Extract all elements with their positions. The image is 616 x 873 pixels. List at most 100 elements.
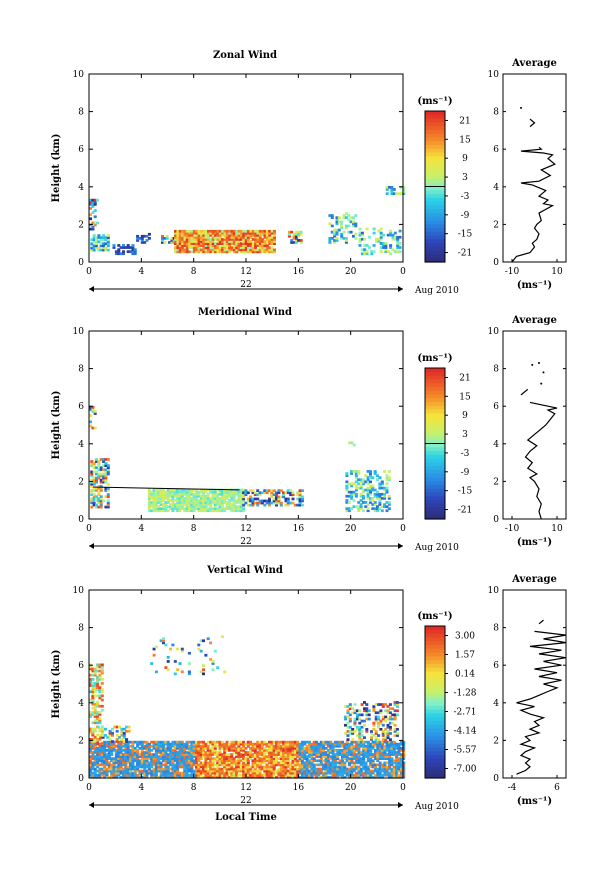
heatmap-cell (98, 755, 102, 758)
heatmap-cell (199, 507, 203, 510)
heatmap-cell (218, 753, 222, 756)
heatmap-cell (138, 771, 142, 775)
heatmap-cell (258, 231, 262, 235)
heatmap-cell (338, 749, 342, 752)
heatmap-cell (216, 236, 220, 239)
heatmap-cell (239, 494, 243, 498)
heatmap-cell (282, 749, 286, 752)
heatmap-cell (100, 761, 104, 765)
heatmap-cell (391, 707, 395, 710)
heatmap-cell (216, 503, 220, 506)
heatmap-cell (385, 478, 389, 482)
heatmap-cell (204, 753, 208, 756)
heatmap-cell (164, 765, 168, 769)
heatmap-cell (373, 492, 377, 496)
colorbar-swatch (425, 648, 445, 654)
heatmap-cell (166, 488, 170, 492)
avg-x-tick-label: 10 (551, 524, 563, 534)
heatmap-cell (335, 222, 339, 226)
heatmap-cell (100, 682, 104, 685)
heatmap-cell (181, 242, 185, 245)
heatmap-cell (225, 761, 229, 765)
heatmap-cell (176, 238, 180, 241)
heatmap-cell (387, 507, 391, 510)
heatmap-cell (328, 237, 332, 240)
heatmap-cell (373, 507, 377, 510)
heatmap-cell (300, 751, 304, 754)
heatmap-cell (329, 744, 333, 748)
heatmap-cell (363, 709, 366, 713)
heatmap-cell (381, 751, 384, 754)
heatmap-cell (106, 234, 110, 237)
heatmap-cell (342, 214, 346, 217)
heatmap-cell (397, 761, 401, 765)
heatmap-cell (322, 767, 326, 771)
heatmap-cell (333, 742, 337, 746)
heatmap-cell (357, 769, 361, 773)
heatmap-cell (251, 765, 255, 769)
heatmap-cell (350, 765, 354, 769)
heatmap-cell (124, 773, 128, 777)
heatmap-cell (91, 410, 95, 413)
heatmap-cell (385, 474, 389, 477)
heatmap-cell (381, 747, 384, 750)
heatmap-cell (192, 742, 196, 746)
heatmap-cell (124, 771, 128, 775)
colorbar-swatch (425, 511, 445, 516)
heatmap-cell (157, 488, 161, 492)
heatmap-cell (362, 751, 366, 754)
heatmap-cell (349, 220, 353, 224)
heatmap-cell (107, 747, 111, 750)
heatmap-cell (385, 767, 389, 771)
heatmap-cell (96, 742, 100, 745)
heatmap-cell (282, 491, 286, 495)
heatmap-cell (225, 769, 229, 773)
heatmap-cell (289, 753, 293, 756)
heatmap-cell (270, 757, 274, 760)
heatmap-cell (98, 775, 102, 779)
heatmap-cell (96, 669, 100, 673)
heatmap-cell (93, 704, 97, 708)
heatmap-cell (230, 771, 234, 775)
heatmap-cell (298, 751, 302, 754)
heatmap-cell (383, 761, 387, 765)
heatmap-cell (340, 220, 344, 224)
heatmap-cell (246, 765, 250, 769)
heatmap-cell (106, 466, 110, 470)
heatmap-cell (204, 653, 208, 657)
heatmap-cell (171, 488, 175, 492)
heatmap-cell (393, 250, 397, 253)
heatmap-cell (286, 747, 290, 750)
heatmap-cell (282, 744, 286, 748)
heatmap-cell (324, 767, 328, 771)
heatmap-cell (254, 242, 258, 245)
heatmap-cell (180, 507, 184, 510)
heatmap-cell (218, 769, 222, 773)
heatmap-cell (344, 226, 348, 230)
heatmap-cell (294, 234, 298, 238)
heatmap-cell (376, 759, 380, 763)
heatmap-cell (244, 742, 248, 746)
heatmap-cell (183, 242, 187, 245)
heatmap-cell (333, 232, 337, 236)
heatmap-cell (369, 484, 372, 488)
heatmap-cell (180, 755, 184, 758)
heatmap-cell (99, 248, 103, 252)
heatmap-cell (235, 507, 238, 510)
heatmap-cell (300, 499, 304, 503)
heatmap-cell (251, 771, 255, 775)
heatmap-cell (181, 250, 185, 254)
heatmap-cell (157, 507, 161, 510)
heatmap-cell (195, 492, 198, 496)
y-axis-label: Height (km) (51, 650, 62, 719)
heatmap-cell (237, 755, 241, 758)
heatmap-cell (277, 761, 281, 765)
heatmap-cell (192, 231, 196, 235)
heatmap-cell (199, 501, 203, 504)
heatmap-cell (206, 509, 210, 513)
heatmap-cell (298, 771, 302, 775)
heatmap-cell (371, 761, 375, 765)
heatmap-cell (242, 773, 246, 777)
heatmap-cell (279, 489, 283, 492)
heatmap-cell (176, 505, 180, 508)
